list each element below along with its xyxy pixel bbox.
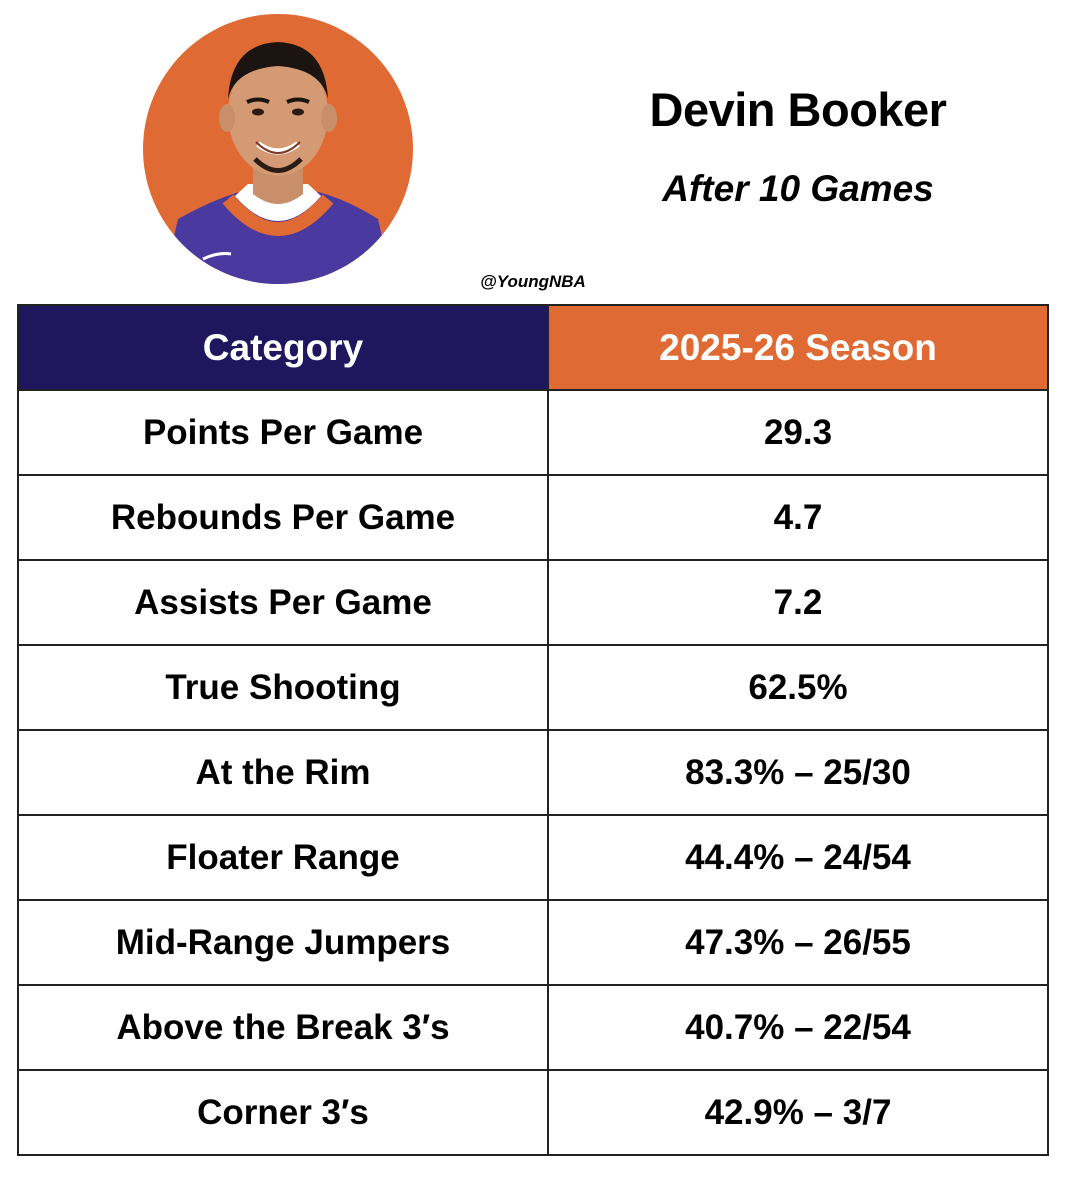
stats-table: Category 2025-26 Season Points Per Game …	[17, 304, 1049, 1156]
row-value: 40.7% – 22/54	[547, 984, 1049, 1071]
row-category: Floater Range	[17, 814, 549, 901]
row-value: 29.3	[547, 389, 1049, 476]
player-headshot-icon	[163, 42, 393, 284]
row-value: 44.4% – 24/54	[547, 814, 1049, 901]
row-value: 83.3% – 25/30	[547, 729, 1049, 816]
row-category: Rebounds Per Game	[17, 474, 549, 561]
row-value: 62.5%	[547, 644, 1049, 731]
table-row: Points Per Game 29.3	[17, 389, 1049, 476]
social-handle: @YoungNBA	[480, 272, 586, 291]
row-category: True Shooting	[17, 644, 549, 731]
row-category: Mid-Range Jumpers	[17, 899, 549, 986]
table-row: Mid-Range Jumpers 47.3% – 26/55	[17, 899, 1049, 986]
table-row: At the Rim 83.3% – 25/30	[17, 729, 1049, 816]
player-name: Devin Booker	[649, 83, 947, 136]
row-category: Above the Break 3′s	[17, 984, 549, 1071]
column-header-category: Category	[17, 304, 549, 391]
column-header-season: 2025-26 Season	[547, 304, 1049, 391]
table-header-row: Category 2025-26 Season	[17, 304, 1049, 391]
table-row: Corner 3′s 42.9% – 3/7	[17, 1069, 1049, 1156]
row-category: At the Rim	[17, 729, 549, 816]
row-value: 4.7	[547, 474, 1049, 561]
row-category: Points Per Game	[17, 389, 549, 476]
row-category: Corner 3′s	[17, 1069, 549, 1156]
row-category: Assists Per Game	[17, 559, 549, 646]
table-row: Floater Range 44.4% – 24/54	[17, 814, 1049, 901]
table-row: Rebounds Per Game 4.7	[17, 474, 1049, 561]
table-row: Above the Break 3′s 40.7% – 22/54	[17, 984, 1049, 1071]
row-value: 7.2	[547, 559, 1049, 646]
row-value: 47.3% – 26/55	[547, 899, 1049, 986]
table-row: Assists Per Game 7.2	[17, 559, 1049, 646]
row-value: 42.9% – 3/7	[547, 1069, 1049, 1156]
player-avatar	[143, 14, 413, 284]
table-row: True Shooting 62.5%	[17, 644, 1049, 731]
subtitle: After 10 Games	[662, 168, 934, 209]
